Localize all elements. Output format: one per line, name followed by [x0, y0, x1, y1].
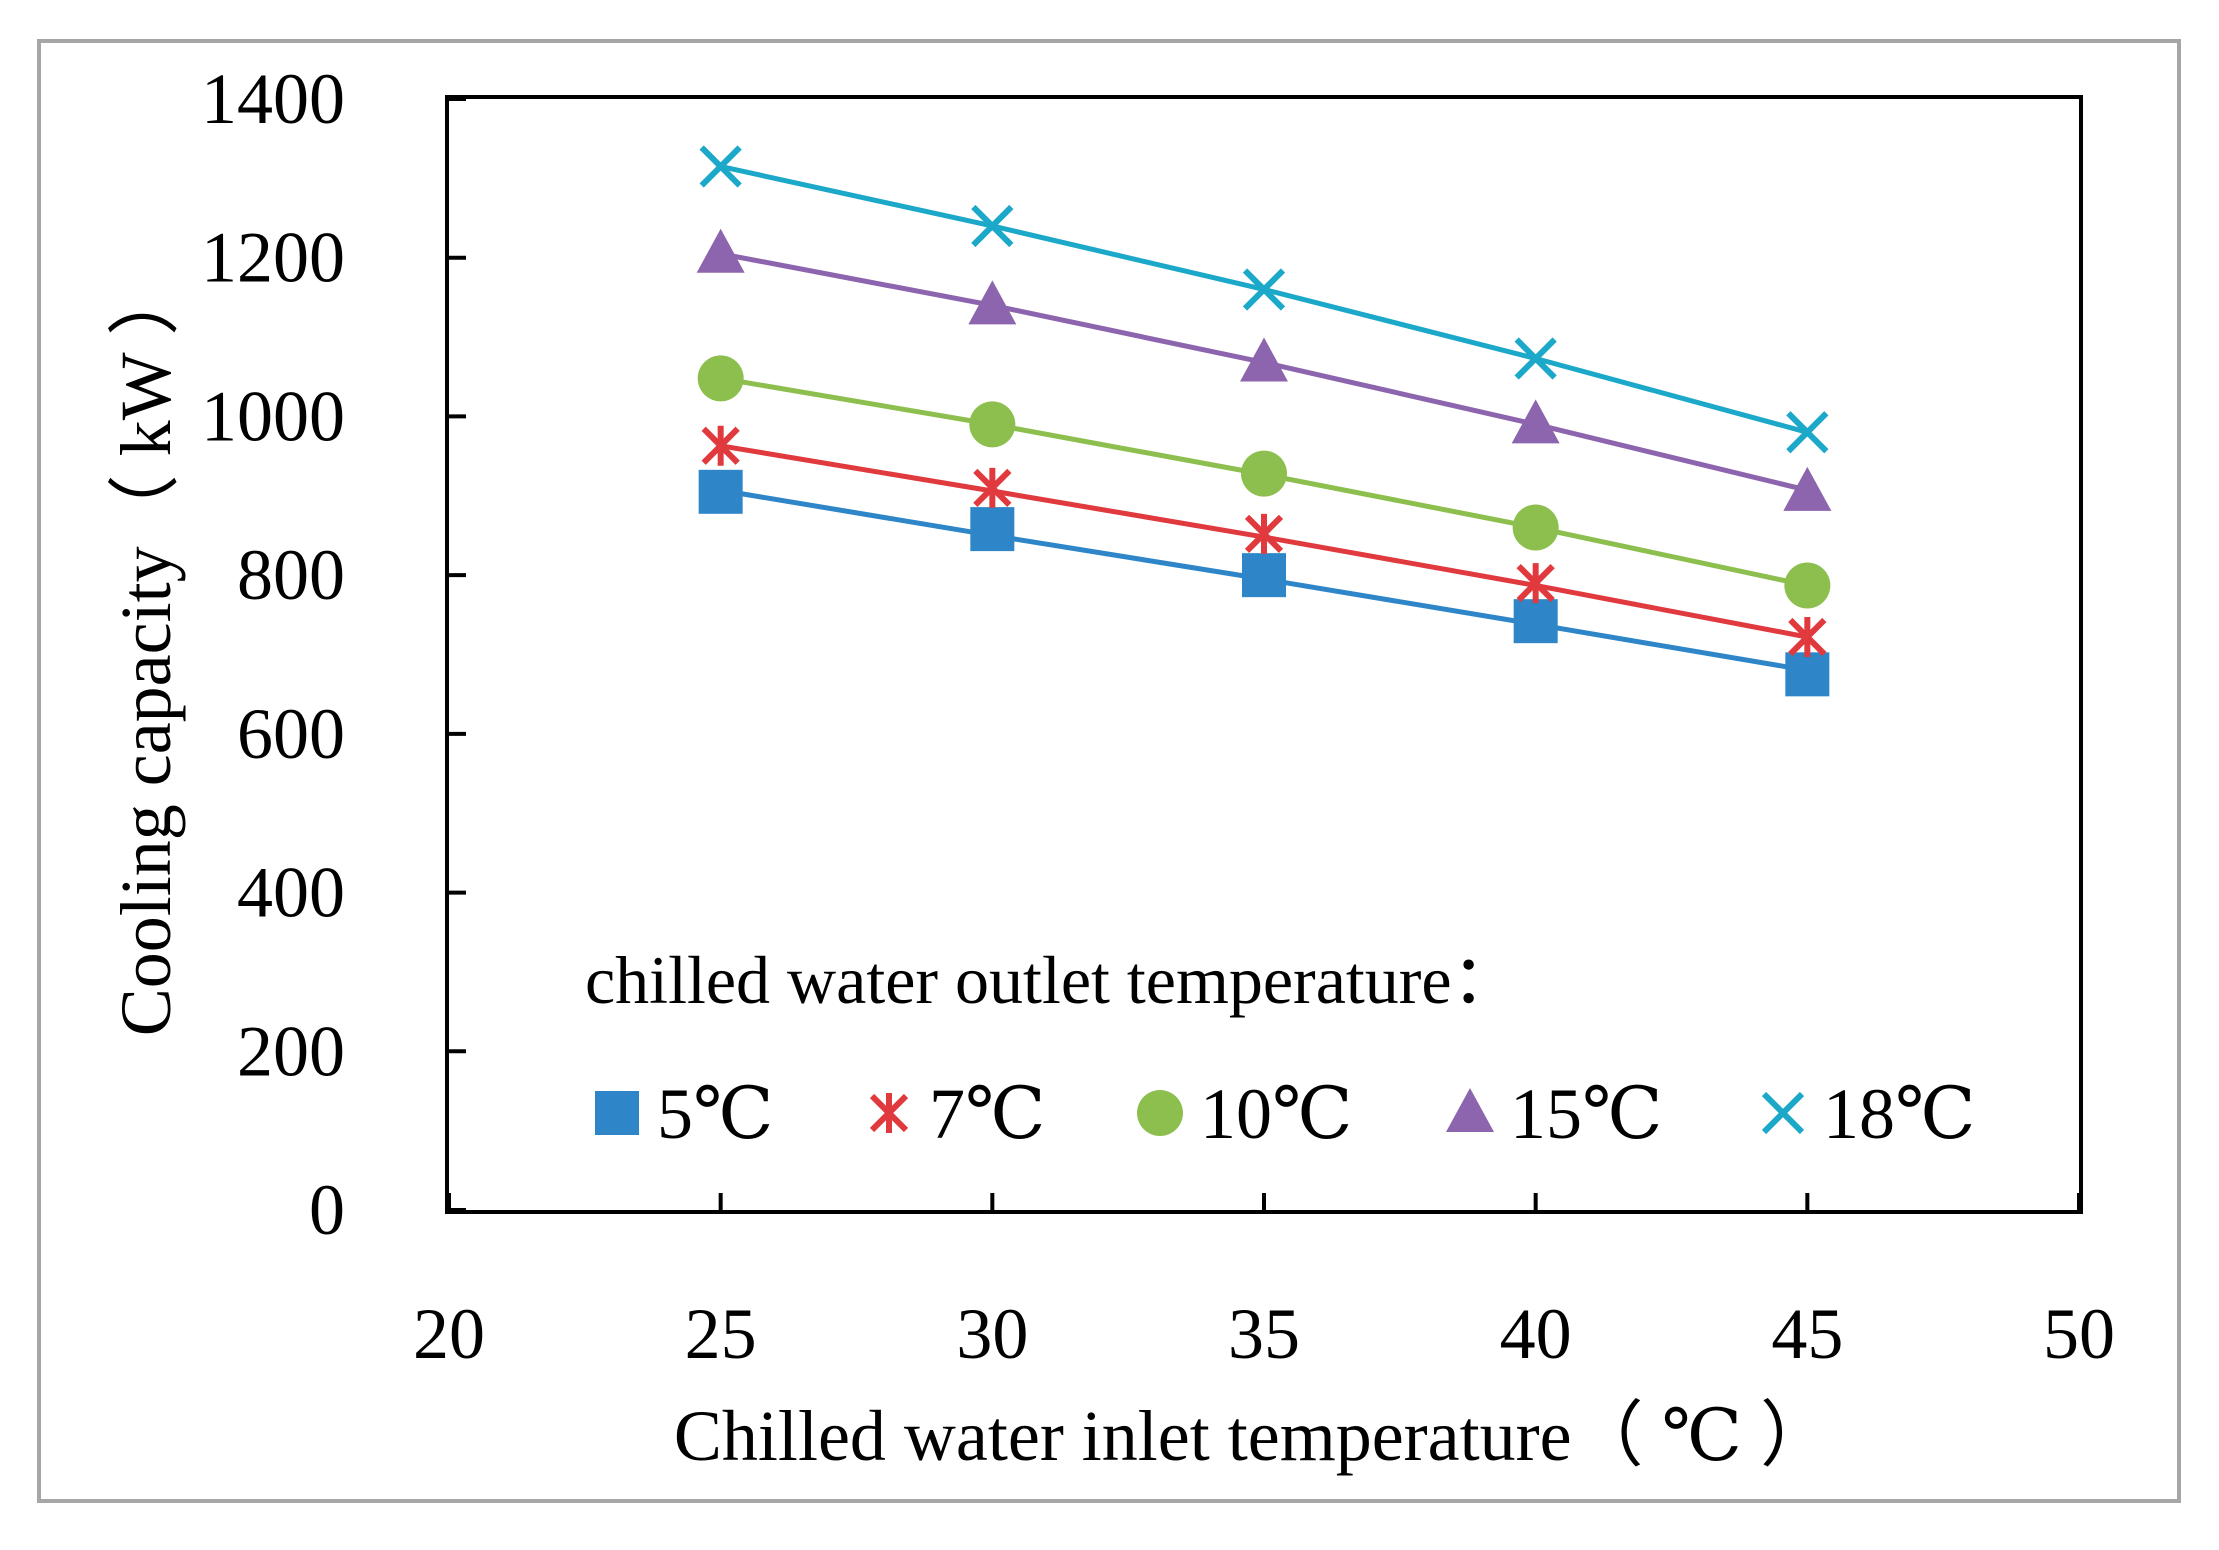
legend-marker [869, 1093, 909, 1133]
legend-label: 10℃ [1200, 1074, 1353, 1154]
data-point [1783, 466, 1832, 511]
legend-marker-shape [1446, 1088, 1494, 1132]
data-point [1785, 652, 1830, 697]
data-point [1241, 450, 1287, 497]
legend-entry: 7℃ [869, 1074, 1046, 1154]
data-point-shape [1242, 553, 1286, 598]
legend-label: 5℃ [657, 1074, 774, 1154]
y-tick-label: 1200 [201, 218, 345, 298]
legend-entry: 10℃ [1137, 1074, 1353, 1154]
data-point [698, 469, 743, 514]
y-tick-label: 600 [237, 694, 345, 774]
data-point [1244, 513, 1284, 554]
data-point [1240, 337, 1288, 382]
x-tick-label: 35 [1228, 1294, 1300, 1374]
y-tick-label: 400 [237, 853, 345, 933]
data-point-shape [969, 401, 1016, 448]
data-point-shape [698, 469, 743, 514]
x-axis-label: Chilled water inlet temperature（ ℃ ） [674, 1396, 1832, 1476]
series-10℃ [697, 355, 1831, 609]
data-point [1516, 563, 1555, 604]
legend-marker-stroke [1761, 1091, 1805, 1135]
data-point [969, 401, 1016, 448]
data-point [696, 228, 745, 273]
data-point-shape [1783, 466, 1832, 511]
data-point [1511, 399, 1560, 444]
y-axis-label: Cooling capacity（ kW ） [106, 264, 186, 1037]
series-5℃ [698, 469, 1830, 697]
series-layer [696, 145, 1832, 697]
x-tick-label: 45 [1771, 1294, 1843, 1374]
legend-label: 15℃ [1510, 1074, 1663, 1154]
legend-marker-shape [1137, 1090, 1183, 1136]
data-point [701, 425, 740, 466]
data-point [1512, 504, 1559, 551]
legend-marker [1761, 1091, 1805, 1135]
plot-area [445, 95, 2083, 1214]
legend-marker [595, 1091, 639, 1135]
data-point-shape [1240, 337, 1288, 382]
data-point [1784, 562, 1831, 609]
y-tick-label: 1400 [201, 59, 345, 139]
data-point-stroke [1514, 337, 1557, 380]
y-tick-label: 800 [237, 535, 345, 615]
legend-title: chilled water outlet temperature： [585, 942, 1520, 1018]
series-18℃ [699, 145, 1829, 454]
data-point [971, 204, 1014, 248]
data-point-shape [1785, 652, 1830, 697]
y-tick-label: 200 [237, 1011, 345, 1091]
data-point [1242, 553, 1286, 598]
data-point-shape [1513, 599, 1558, 644]
data-point-shape [970, 507, 1015, 552]
x-tick-label: 40 [1500, 1294, 1572, 1374]
y-tick-label: 0 [309, 1170, 345, 1250]
data-point-stroke [1786, 411, 1829, 454]
series-15℃ [696, 228, 1832, 511]
data-point-shape [968, 280, 1017, 325]
legend-entry: 15℃ [1446, 1074, 1663, 1154]
data-point [699, 145, 742, 188]
x-tick-label: 30 [956, 1294, 1028, 1374]
data-point [1242, 268, 1286, 311]
legend-marker-shape [595, 1091, 639, 1135]
data-point-shape [1241, 450, 1287, 497]
legend-entry: 5℃ [595, 1074, 774, 1154]
x-tick-label: 25 [685, 1294, 757, 1374]
axes-layer: 0 200 400 600 800 1000 1200 1400 20 25 30 35 40 45 50 [201, 59, 2115, 1374]
data-point [968, 280, 1017, 325]
x-tick-label: 50 [2043, 1294, 2115, 1374]
data-point [973, 467, 1012, 508]
y-tick-label: 1000 [201, 376, 345, 456]
data-point [1513, 599, 1558, 644]
data-point [1788, 617, 1827, 658]
data-point-stroke [1242, 268, 1286, 311]
data-point [697, 355, 744, 402]
data-point [970, 507, 1015, 552]
series-7℃ [701, 425, 1827, 658]
legend-marker [1446, 1088, 1494, 1132]
data-point-stroke [971, 204, 1014, 248]
data-point-shape [697, 355, 744, 402]
legend: chilled water outlet temperature： 5℃ 7℃ 10… [585, 942, 1976, 1154]
legend-label: 18℃ [1823, 1074, 1976, 1154]
x-tick-label: 20 [413, 1294, 485, 1374]
data-point-shape [1512, 504, 1559, 551]
data-point-stroke [699, 145, 742, 188]
data-point-shape [1784, 562, 1831, 609]
data-point-shape [696, 228, 745, 273]
data-point [1786, 411, 1829, 454]
legend-entry: 18℃ [1761, 1074, 1976, 1154]
legend-marker [1137, 1090, 1183, 1136]
data-point-shape [1511, 399, 1560, 444]
data-point [1514, 337, 1557, 380]
legend-label: 7℃ [929, 1074, 1046, 1154]
